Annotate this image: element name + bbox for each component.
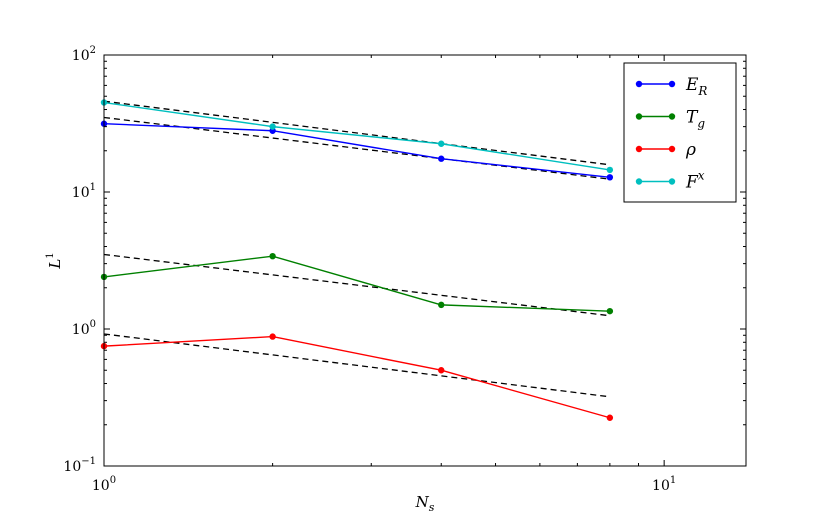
data-point — [269, 252, 276, 260]
series-f-x — [100, 99, 614, 174]
legend-label: ρ — [685, 140, 696, 160]
legend-marker — [668, 80, 676, 88]
legend-box — [623, 62, 737, 203]
series-rho — [100, 333, 614, 421]
legend-label: Fx — [685, 169, 705, 193]
series-line — [103, 101, 610, 171]
data-point — [438, 301, 445, 309]
legend-marker — [635, 178, 643, 185]
legend-label: ER — [685, 75, 707, 98]
data-point — [438, 155, 445, 162]
data-point — [606, 166, 614, 174]
series-layer — [100, 99, 614, 421]
legend-marker — [635, 113, 643, 120]
data-point — [269, 333, 276, 340]
reference-line-4 — [103, 333, 610, 398]
x-tick-label: 100 — [92, 475, 116, 494]
data-point — [438, 367, 445, 374]
reference-line-1 — [103, 100, 610, 166]
data-point — [606, 414, 614, 421]
y-tick-label: 102 — [72, 45, 96, 64]
axis-labels: Ns L1 — [45, 252, 435, 514]
legend-marker — [668, 145, 676, 153]
series-line — [103, 335, 611, 419]
data-point — [269, 123, 276, 130]
reference-line-3 — [103, 253, 610, 317]
legend-label: Tg — [686, 108, 705, 131]
ticks — [103, 54, 746, 467]
y-tick-label: 100 — [72, 319, 96, 338]
y-tick-label: 101 — [72, 182, 96, 201]
legend-marker — [635, 145, 643, 153]
y-tick-label: 10−1 — [63, 456, 96, 475]
legend-marker — [668, 113, 676, 120]
x-tick-label: 101 — [652, 475, 676, 494]
series-t-g — [100, 252, 614, 315]
legend-item: Tg — [635, 108, 705, 131]
series-line — [103, 123, 610, 179]
legend-marker — [668, 178, 676, 185]
legend: ER Tg ρ Fx — [623, 62, 737, 203]
plot-frame — [103, 54, 747, 467]
legend-item: ER — [635, 75, 707, 98]
data-point — [606, 307, 614, 315]
legend-item: ρ — [635, 140, 696, 160]
x-axis-label: Ns — [415, 493, 435, 514]
legend-marker — [635, 80, 643, 88]
series-line — [103, 255, 610, 312]
data-point — [438, 140, 445, 147]
y-axis-label: L1 — [45, 252, 64, 269]
legend-item: Fx — [635, 169, 705, 193]
data-point — [606, 174, 614, 181]
